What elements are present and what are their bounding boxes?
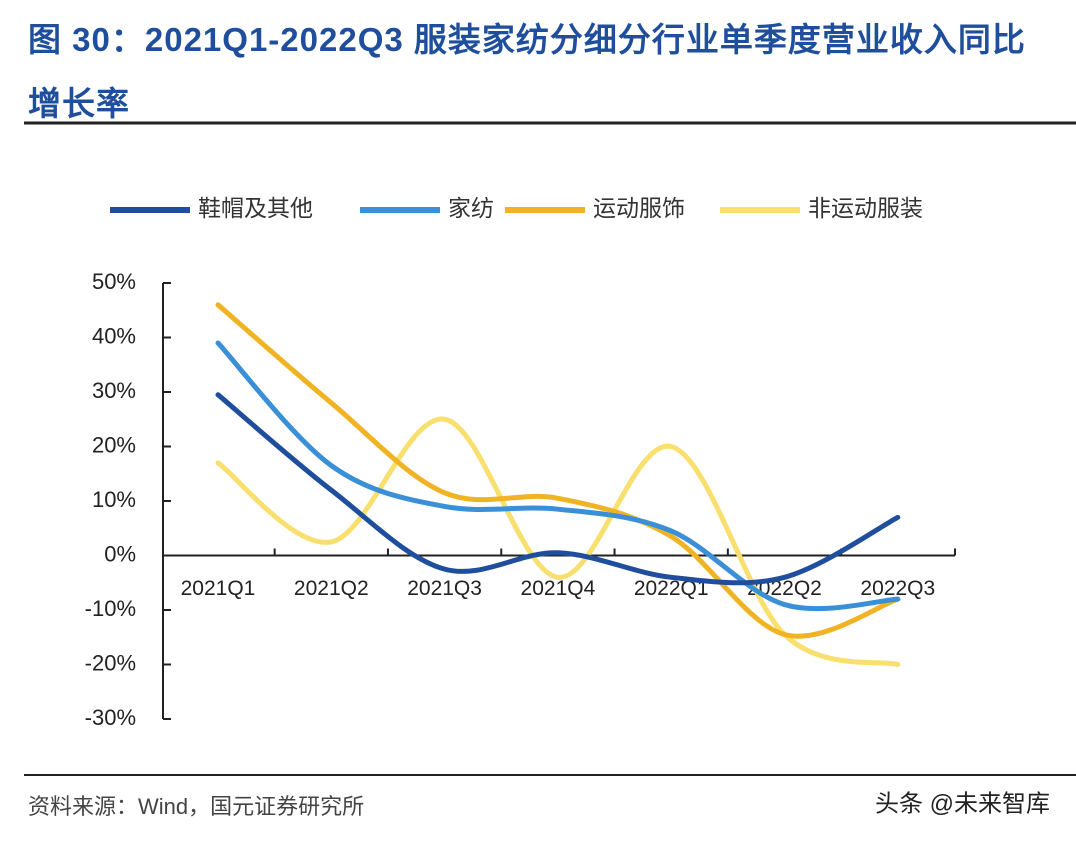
source: 资料来源：Wind，国元证券研究所 [28,794,364,819]
x-tick-label: 2021Q1 [181,577,256,600]
y-tick-label: 10% [92,487,136,512]
y-tick-label: -30% [85,705,136,730]
x-tick-label: 2021Q2 [294,577,369,600]
watermark: 头条 @未来智库 [875,790,1050,817]
y-tick-label: 50% [92,269,136,294]
series-line [215,302,901,639]
series-line [215,416,901,667]
legend-label: 运动服饰 [593,195,685,221]
y-tick-label: 30% [92,378,136,403]
y-tick-label: 20% [92,432,136,457]
legend-label: 非运动服装 [808,195,923,221]
chart-title: 图 30：2021Q1-2022Q3 服装家纺分细分行业单季度营业收入同比增长率 [28,21,1026,122]
legend-label: 家纺 [448,195,494,221]
y-tick-label: -20% [85,650,136,675]
x-tick-label: 2021Q4 [521,577,596,600]
y-tick-label: 0% [104,541,136,566]
x-tick-label: 2021Q3 [407,577,482,600]
legend-label: 鞋帽及其他 [198,195,313,221]
y-tick-label: 40% [92,323,136,348]
x-tick-label: 2022Q3 [860,577,935,600]
series-line [215,392,901,586]
x-tick-label: 2022Q1 [634,577,709,600]
y-tick-label: -10% [85,596,136,621]
series-line [215,340,901,612]
